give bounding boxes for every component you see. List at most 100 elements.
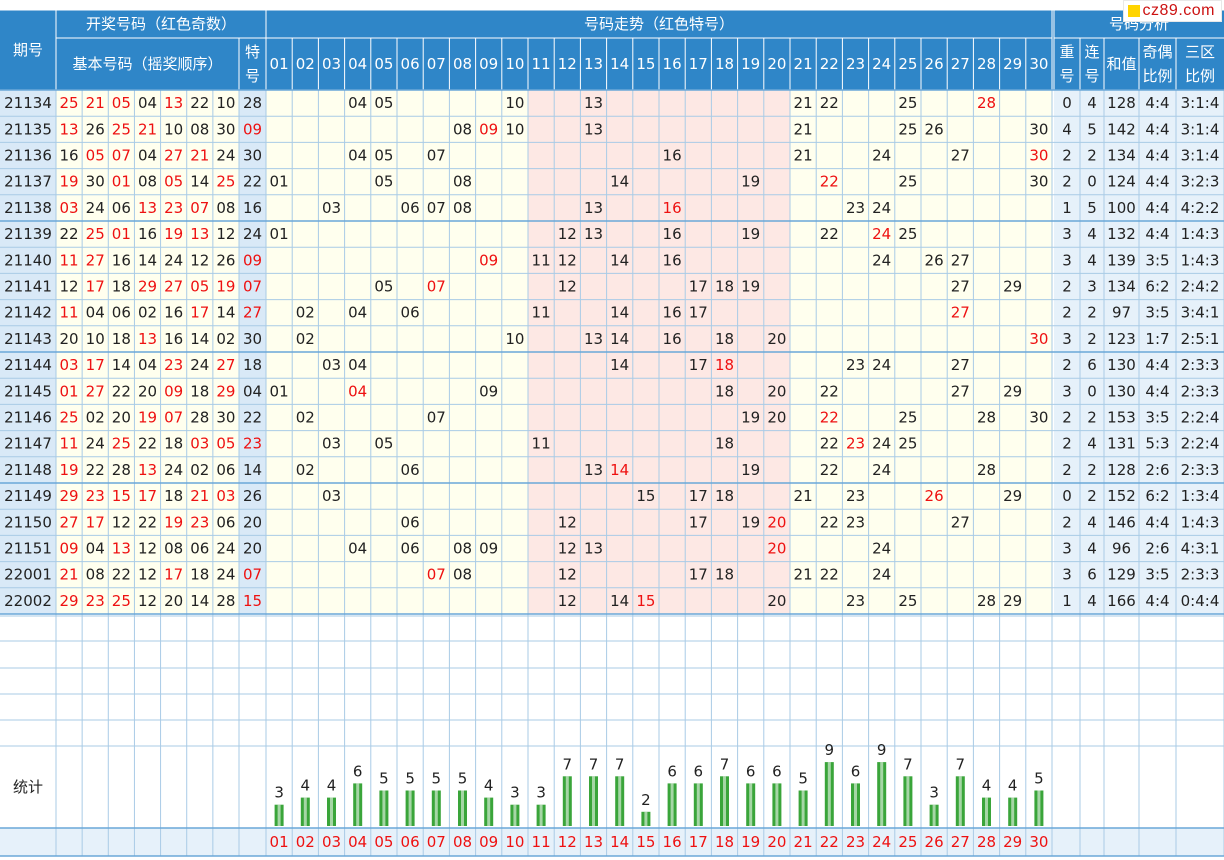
analysis-value: 2 [1087,409,1097,427]
issue-number: 21145 [4,382,52,400]
basic-number: 22 [190,94,209,112]
issue-number: 22002 [4,592,52,610]
analysis-value: 2 [1062,173,1072,191]
trend-number: 16 [663,225,682,243]
trend-number: 28 [977,409,996,427]
analysis-value: 4:2:2 [1181,199,1220,217]
trend-number: 04 [348,304,367,322]
analysis-value: 2:6 [1145,540,1169,558]
basic-number: 27 [86,251,105,269]
trend-number: 13 [584,120,603,138]
trend-number: 24 [872,540,891,558]
special-number: 22 [243,173,262,191]
logo-mark-icon [1127,5,1140,17]
special-number: 30 [243,147,262,165]
footer-number: 22 [820,833,839,851]
basic-number: 06 [112,304,131,322]
basic-number: 13 [190,225,209,243]
trend-number: 19 [741,225,760,243]
trend-number: 24 [872,199,891,217]
basic-number: 08 [164,540,183,558]
basic-number: 02 [86,409,105,427]
footer-number: 15 [636,833,655,851]
trend-number: 25 [898,225,917,243]
analysis-value: 2:6 [1145,461,1169,479]
basic-number: 14 [216,304,235,322]
number-column-header: 27 [951,55,970,73]
basic-number: 21 [60,566,79,584]
trend-number: 13 [584,540,603,558]
issue-column-header: 期号 [13,41,43,59]
analysis-value: 0:4:4 [1181,592,1220,610]
special-number: 04 [243,382,262,400]
number-column-header: 08 [453,55,472,73]
trend-number: 20 [767,382,786,400]
trend-number: 12 [558,566,577,584]
trend-number: 01 [270,173,289,191]
basic-number: 04 [86,304,105,322]
analysis-value: 100 [1107,199,1136,217]
basic-number: 21 [138,120,157,138]
trend-special-number: 04 [348,382,367,400]
analysis-value: 3:5 [1145,566,1169,584]
footer-number: 24 [872,833,891,851]
trend-number: 22 [820,566,839,584]
analysis-value: 3:1:4 [1181,94,1220,112]
special-number: 27 [243,304,262,322]
basic-number: 30 [216,409,235,427]
stat-bar-highlight [801,790,805,826]
basic-number: 06 [216,513,235,531]
number-column-header: 06 [401,55,420,73]
footer-number: 16 [663,833,682,851]
basic-number: 19 [60,461,79,479]
stat-bar-label: 6 [667,762,677,780]
analysis-value: 3 [1062,382,1072,400]
basic-number: 30 [86,173,105,191]
number-column-header: 17 [689,55,708,73]
trend-number: 13 [584,461,603,479]
stat-bar-label: 5 [379,770,389,788]
basic-number: 17 [86,278,105,296]
footer-row-background [0,828,1224,856]
basic-number: 27 [164,278,183,296]
trend-number: 19 [741,409,760,427]
basic-number: 18 [190,566,209,584]
basic-number: 17 [138,487,157,505]
stat-bar-highlight [539,804,543,826]
number-column-header: 14 [610,55,629,73]
stat-bar-label: 5 [458,770,468,788]
stat-bar-highlight [330,797,333,826]
analysis-value: 3 [1062,330,1072,348]
analysis-value: 2 [1062,278,1072,296]
basic-number: 30 [216,120,235,138]
trend-number: 03 [322,487,341,505]
basic-number: 18 [164,435,183,453]
trend-number: 12 [558,592,577,610]
trend-special-number: 20 [767,540,786,558]
trend-number: 27 [951,278,970,296]
trend-number: 17 [689,278,708,296]
trend-number: 26 [925,120,944,138]
stat-bar-highlight [565,776,569,826]
stat-bar-highlight [644,811,648,826]
basic-number: 13 [164,94,183,112]
trend-number: 07 [427,199,446,217]
basic-number: 01 [60,382,79,400]
stat-bar-highlight [723,776,726,826]
trend-number: 16 [663,147,682,165]
trend-number: 01 [270,225,289,243]
trend-number: 16 [663,251,682,269]
analysis-value: 2 [1062,304,1072,322]
analysis-value: 5:3 [1145,435,1169,453]
trend-number: 23 [846,513,865,531]
basic-number: 06 [112,199,131,217]
trend-number: 26 [925,251,944,269]
trend-special-number: 14 [610,461,629,479]
analysis-value: 4:4 [1145,382,1169,400]
basic-number: 22 [138,435,157,453]
analysis-value: 2 [1087,330,1097,348]
stat-bar-label: 4 [327,777,337,795]
trend-number: 18 [715,435,734,453]
basic-number: 25 [86,225,105,243]
trend-number: 24 [872,356,891,374]
